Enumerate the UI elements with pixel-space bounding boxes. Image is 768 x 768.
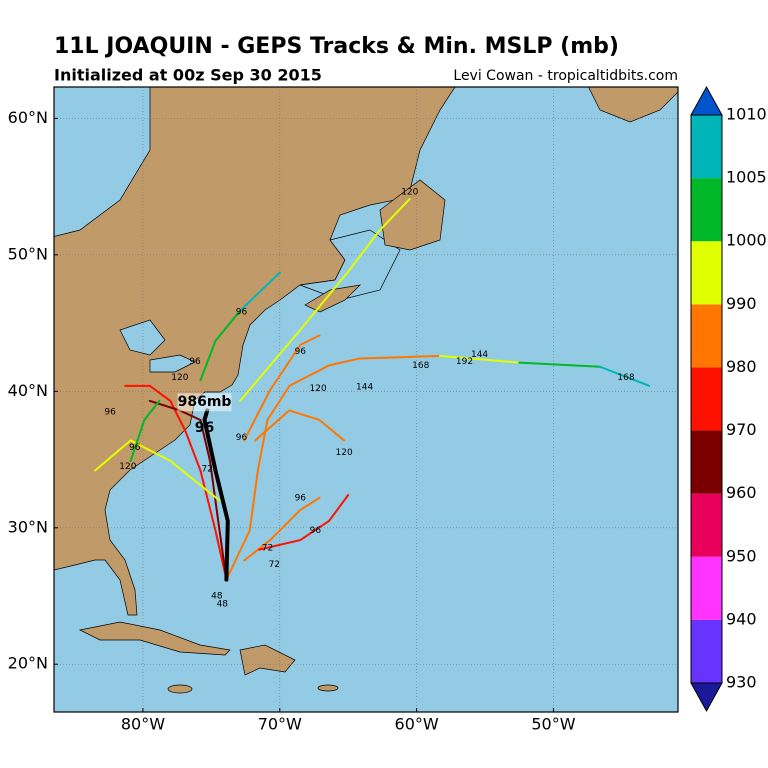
colorbar-over [690,85,723,116]
track-label: 96 [129,443,141,453]
colorbar-frame [690,114,723,684]
track-label: 72 [269,560,280,570]
track-label: 192 [456,357,473,367]
annotation-hour: 96 [195,420,214,436]
y-tick-label: 20°N [8,654,48,673]
jamaica [167,684,193,694]
nova-scotia [304,284,362,313]
colorbar-segment [691,493,722,557]
great-lakes [149,354,196,373]
ensemble-track [599,365,651,387]
track-label: 120 [336,448,353,458]
y-tick-label: 50°N [8,244,48,263]
colorbar-segment [691,619,722,683]
ensemble-track [239,197,411,402]
colorbar-segment [691,304,722,368]
colorbar-label: 950 [726,546,757,565]
hispaniola [239,644,296,676]
ensemble-track [94,439,221,502]
ensemble-track [239,271,281,312]
colorbar-label: 990 [726,294,757,313]
ensemble-track [129,399,161,462]
colorbar-segment [691,430,722,494]
colorbar-segment [691,367,722,431]
track-label: 96 [104,407,116,417]
track-label: 72 [202,465,213,475]
ensemble-track [438,354,521,364]
track-label: 144 [356,383,373,393]
track-label: 168 [617,373,634,383]
track-label: 120 [401,188,418,198]
y-tick-label: 40°N [8,381,48,400]
ensemble-track [124,384,228,581]
title: 11L JOAQUIN - GEPS Tracks & Min. MSLP (m… [54,34,619,59]
mean-track [202,408,230,582]
ensemble-track [243,496,321,562]
colorbar-segment [691,178,722,242]
annotation-pressure: 986mb [178,394,232,410]
x-tick-label: 60°W [395,715,439,734]
track-label: 96 [310,526,322,536]
north-america [54,87,456,616]
ensemble-track [243,334,321,442]
map-frame [53,86,679,713]
ensemble-track [254,409,346,442]
ensemble-track [199,309,242,382]
x-tick-label: 70°W [258,715,302,734]
track-label: 96 [295,347,307,357]
credit: Levi Cowan - tropicaltidbits.com [453,68,678,84]
colorbar-under [690,682,723,713]
track-label: 96 [189,357,201,367]
puerto-rico [317,684,339,692]
track-label: 120 [310,384,327,394]
colorbar-label: 1010 [726,105,767,124]
hudson-bay [54,87,151,237]
colorbar-label: 980 [726,357,757,376]
track-label: 48 [217,600,229,610]
colorbar-label: 1005 [726,168,767,187]
track-label: 168 [412,361,429,371]
colorbar-label: 940 [726,609,757,628]
ensemble-track [258,494,350,551]
colorbar-label: 970 [726,420,757,439]
track-label: 96 [236,433,248,443]
ensemble-track [148,399,228,581]
track-label: 96 [236,308,248,318]
track-label: 120 [119,462,136,472]
colorbar-segment [691,556,722,620]
track-label: 48 [211,592,223,602]
y-tick-label: 30°N [8,517,48,536]
track-label: 144 [471,350,488,360]
ensemble-track [225,354,441,581]
y-tick-label: 60°N [8,108,48,127]
colorbar: 930 940 950 960 970 980 990 1000 1005 1010 [690,85,767,713]
colorbar-label: 930 [726,673,757,692]
cuba [78,621,231,656]
colorbar-label: 1000 [726,231,767,250]
colorbar-label: 960 [726,483,757,502]
greenland [588,87,678,123]
axes: 80°W 70°W 60°W 50°W 20°N 30°N 40°N 50°N 60°N [8,108,576,734]
colorbar-segment [691,115,722,179]
track-label: 96 [295,493,307,503]
x-tick-label: 80°W [121,715,165,734]
colorbar-segment [691,241,722,305]
great-lakes [119,319,166,356]
x-tick-label: 50°W [531,715,575,734]
annotation-box [177,393,232,412]
ensemble-track [518,361,601,368]
track-label: 72 [262,544,273,554]
track-label: 120 [171,373,188,383]
newfoundland [379,179,446,251]
subtitle: Initialized at 00z Sep 30 2015 [54,66,322,85]
